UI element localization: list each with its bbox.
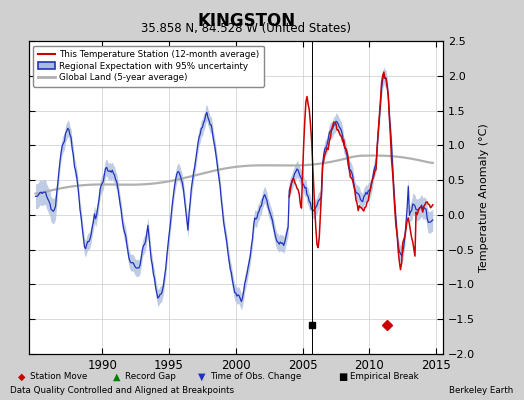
- Text: Record Gap: Record Gap: [125, 372, 176, 381]
- Text: ◆: ◆: [18, 372, 26, 382]
- Text: ■: ■: [338, 372, 347, 382]
- Text: ▼: ▼: [198, 372, 205, 382]
- Text: Data Quality Controlled and Aligned at Breakpoints: Data Quality Controlled and Aligned at B…: [10, 386, 235, 395]
- Text: Berkeley Earth: Berkeley Earth: [449, 386, 514, 395]
- Text: Time of Obs. Change: Time of Obs. Change: [210, 372, 301, 381]
- Y-axis label: Temperature Anomaly (°C): Temperature Anomaly (°C): [479, 123, 489, 272]
- Text: ▲: ▲: [113, 372, 120, 382]
- Text: Station Move: Station Move: [30, 372, 88, 381]
- Text: KINGSTON: KINGSTON: [197, 12, 296, 30]
- Legend: This Temperature Station (12-month average), Regional Expectation with 95% uncer: This Temperature Station (12-month avera…: [33, 46, 264, 86]
- Text: Empirical Break: Empirical Break: [350, 372, 419, 381]
- Text: 35.858 N, 84.528 W (United States): 35.858 N, 84.528 W (United States): [141, 22, 351, 35]
